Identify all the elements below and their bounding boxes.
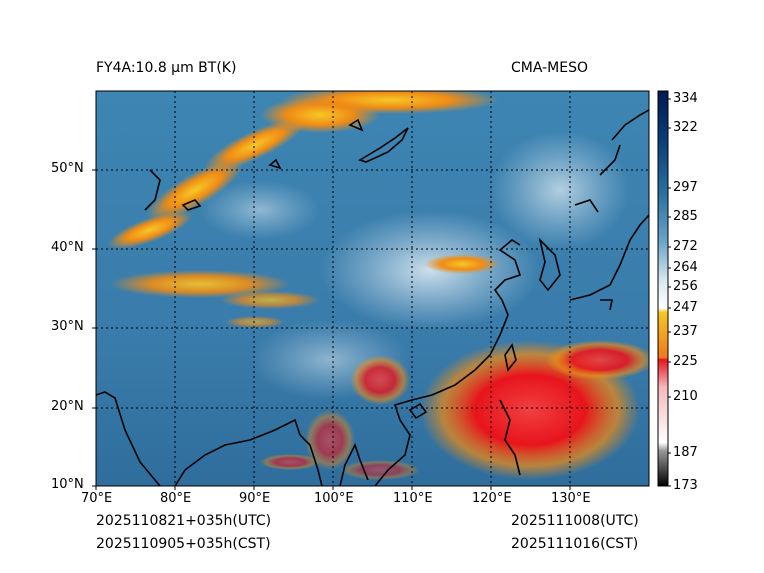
lon-tick-label: 120°E bbox=[472, 491, 512, 506]
colorbar-tick-label: 297 bbox=[673, 180, 698, 195]
valid-time-cst: 2025111016(CST) bbox=[511, 536, 639, 552]
colorbar-tick-label: 334 bbox=[673, 91, 698, 106]
map-title: FY4A:10.8 µm BT(K) bbox=[96, 60, 237, 76]
model-name: CMA-MESO bbox=[511, 60, 589, 76]
lat-tick-label: 50°N bbox=[51, 161, 84, 176]
colorbar-tick-label: 285 bbox=[673, 209, 698, 224]
lon-tick-label: 90°E bbox=[239, 491, 271, 506]
lat-tick-label: 40°N bbox=[51, 240, 84, 255]
graticule bbox=[96, 91, 649, 486]
colorbar-tick-label: 272 bbox=[673, 239, 698, 254]
satellite-image bbox=[96, 91, 649, 486]
valid-time-utc: 2025111008(UTC) bbox=[511, 513, 639, 529]
lat-tick-label: 10°N bbox=[51, 477, 84, 492]
colorbar-tick-label: 322 bbox=[673, 120, 698, 135]
lon-tick-label: 110°E bbox=[393, 491, 433, 506]
colorbar-tick-label: 247 bbox=[673, 300, 698, 315]
coastlines bbox=[96, 109, 649, 486]
map-frame bbox=[95, 90, 650, 487]
lon-tick-label: 100°E bbox=[314, 491, 354, 506]
lat-tick-label: 20°N bbox=[51, 399, 84, 414]
lon-tick-label: 130°E bbox=[551, 491, 591, 506]
colorbar-tick-label: 173 bbox=[673, 478, 698, 493]
colorbar-tick-label: 187 bbox=[673, 445, 698, 460]
lon-tick-label: 80°E bbox=[160, 491, 192, 506]
colorbar-ticks bbox=[668, 98, 671, 487]
colorbar-tick-label: 256 bbox=[673, 279, 698, 294]
colorbar-tick-label: 210 bbox=[673, 389, 698, 404]
colorbar-tick-label: 264 bbox=[673, 260, 698, 275]
colorbar-tick-label: 237 bbox=[673, 324, 698, 339]
lon-tick-label: 70°E bbox=[81, 491, 113, 506]
init-time-cst: 2025110905+035h(CST) bbox=[96, 536, 271, 552]
axis-ticks bbox=[92, 169, 571, 490]
colorbar bbox=[657, 90, 669, 487]
colorbar-tick-label: 225 bbox=[673, 354, 698, 369]
init-time-utc: 2025110821+035h(UTC) bbox=[96, 513, 272, 529]
lat-tick-label: 30°N bbox=[51, 319, 84, 334]
